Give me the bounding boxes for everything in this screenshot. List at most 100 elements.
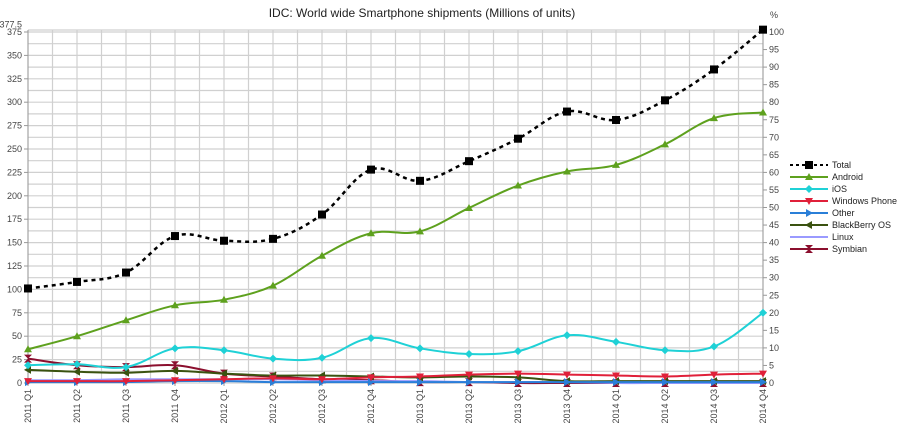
diamond-marker-icon <box>612 337 620 346</box>
square-marker-icon <box>367 165 375 174</box>
diamond-marker-icon <box>220 346 228 355</box>
right-tick-label: 50 <box>769 203 779 213</box>
series-line <box>27 28 764 290</box>
triangle-up-marker-icon <box>269 281 277 289</box>
left-tick-label: 25 <box>12 355 22 365</box>
axes: 0255075100125150175200225250275300325350… <box>0 20 784 424</box>
right-tick-label: 70 <box>769 132 779 142</box>
triangle-down-marker-icon <box>661 373 669 381</box>
diamond-marker-icon <box>710 342 718 351</box>
diamond-marker-icon <box>24 361 32 370</box>
triangle-down-marker-icon <box>416 373 424 381</box>
left-tick-label: 377.5 <box>0 20 22 30</box>
triangle-down-marker-icon <box>805 198 813 205</box>
triangle-right-marker-icon <box>613 378 620 387</box>
right-tick-label: 80 <box>769 97 779 107</box>
triangle-up-marker-icon <box>122 316 130 324</box>
grid <box>27 29 764 384</box>
legend-label: Total <box>832 160 851 170</box>
square-marker-icon <box>122 268 130 277</box>
legend-label: Other <box>832 208 855 218</box>
legend-item-windows-phone: Windows Phone <box>790 196 897 206</box>
right-tick-label: 35 <box>769 255 779 265</box>
legend-item-blackberry-os: BlackBerry OS <box>790 220 891 230</box>
right-tick-label: 75 <box>769 115 779 125</box>
series-windows-phone <box>24 370 767 386</box>
triangle-up-marker-icon <box>73 332 81 340</box>
triangle-down-marker-icon <box>269 375 277 383</box>
diamond-marker-icon <box>122 363 130 372</box>
square-marker-icon <box>514 134 522 143</box>
square-marker-icon <box>220 236 228 245</box>
x-tick-label: 2012 Q2 <box>268 389 278 424</box>
left-tick-label: 225 <box>7 167 22 177</box>
series-ios <box>24 308 767 372</box>
diamond-marker-icon <box>661 346 669 355</box>
diamond-marker-icon <box>514 347 522 356</box>
x-tick-label: 2014 Q2 <box>660 389 670 424</box>
diamond-marker-icon <box>416 344 424 353</box>
legend: Total Android iOS Windows Phone Other BlackBe… <box>790 160 897 254</box>
triangle-down-marker-icon <box>73 378 81 386</box>
triangle-down-marker-icon <box>171 377 179 385</box>
legend-item-android: Android <box>790 172 863 182</box>
diamond-marker-icon <box>759 308 767 317</box>
square-marker-icon <box>805 161 813 169</box>
hourglass-marker-icon <box>24 354 32 363</box>
triangle-down-marker-icon <box>318 376 326 384</box>
diamond-marker-icon <box>73 360 81 369</box>
square-marker-icon <box>465 157 473 166</box>
triangle-right-marker-icon <box>466 378 473 387</box>
right-tick-label: 95 <box>769 45 779 55</box>
bowtie-marker-icon <box>805 233 813 241</box>
square-marker-icon <box>73 277 81 286</box>
right-tick-label: 40 <box>769 238 779 248</box>
triangle-down-marker-icon <box>710 371 718 379</box>
x-tick-label: 2012 Q1 <box>219 389 229 424</box>
right-tick-label: 55 <box>769 185 779 195</box>
right-tick-label: 15 <box>769 325 779 335</box>
triangle-down-marker-icon <box>122 378 130 386</box>
triangle-up-marker-icon <box>24 345 32 353</box>
diamond-marker-icon <box>318 353 326 362</box>
x-tick-label: 2012 Q3 <box>317 389 327 424</box>
triangle-down-marker-icon <box>514 370 522 378</box>
right-tick-label: 100 <box>769 27 784 37</box>
square-marker-icon <box>269 234 277 243</box>
diamond-marker-icon <box>465 349 473 358</box>
triangle-up-marker-icon <box>367 229 375 237</box>
triangle-up-marker-icon <box>710 114 718 122</box>
series-layer <box>24 25 767 387</box>
x-tick-label: 2013 Q1 <box>415 389 425 424</box>
triangle-down-marker-icon <box>24 378 32 386</box>
square-marker-icon <box>710 65 718 74</box>
legend-item-symbian: Symbian <box>790 244 867 254</box>
diamond-marker-icon <box>367 334 375 343</box>
triangle-left-marker-icon <box>805 221 812 229</box>
square-marker-icon <box>759 25 767 34</box>
triangle-up-marker-icon <box>416 227 424 235</box>
left-tick-label: 250 <box>7 144 22 154</box>
legend-label: Symbian <box>832 244 867 254</box>
x-tick-label: 2014 Q4 <box>758 389 768 424</box>
square-marker-icon <box>563 107 571 116</box>
triangle-left-marker-icon <box>220 369 227 378</box>
x-tick-label: 2011 Q4 <box>170 389 180 423</box>
left-tick-label: 275 <box>7 121 22 131</box>
series-total <box>24 25 767 293</box>
triangle-right-marker-icon <box>564 378 571 387</box>
legend-item-other: Other <box>790 208 855 218</box>
triangle-right-marker-icon <box>417 378 424 387</box>
triangle-down-marker-icon <box>759 370 767 378</box>
legend-item-ios: iOS <box>790 184 847 194</box>
legend-label: Windows Phone <box>832 196 897 206</box>
triangle-up-marker-icon <box>465 203 473 211</box>
square-marker-icon <box>171 232 179 241</box>
right-tick-label: 25 <box>769 290 779 300</box>
hourglass-marker-icon <box>171 361 179 370</box>
left-tick-label: 50 <box>12 331 22 341</box>
left-tick-label: 375 <box>7 27 22 37</box>
right-tick-label: 60 <box>769 167 779 177</box>
